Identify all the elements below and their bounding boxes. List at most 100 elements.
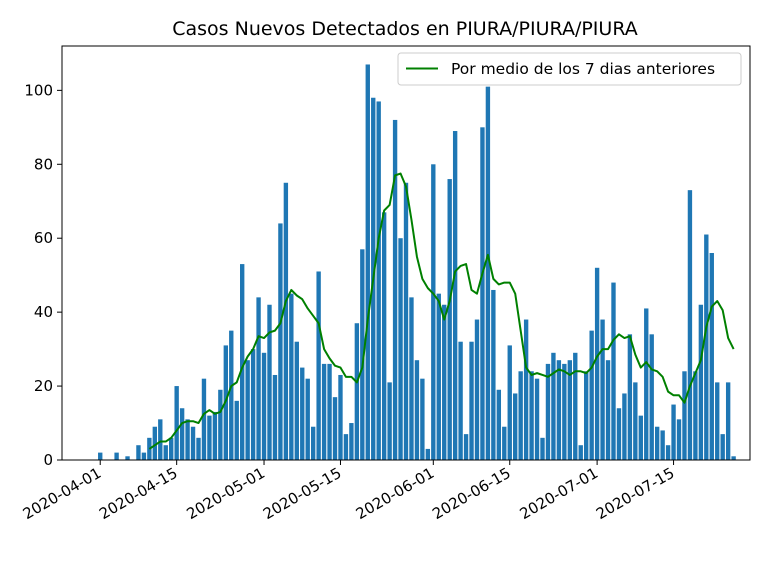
bar-2020-06-03 xyxy=(442,304,447,460)
bar-2020-05-17 xyxy=(349,423,354,460)
bar-2020-07-22 xyxy=(709,253,714,460)
bar-2020-07-02 xyxy=(600,319,605,460)
legend-box xyxy=(397,52,742,86)
chart-title: Casos Nuevos Detectados en PIURA/PIURA/P… xyxy=(172,18,638,40)
bar-2020-04-08 xyxy=(136,445,141,460)
bar-2020-04-18 xyxy=(190,426,196,460)
bar-2020-06-12 xyxy=(491,289,496,460)
bar-2020-05-04 xyxy=(278,223,283,460)
y-tick-label: 100 xyxy=(24,81,53,99)
bar-2020-07-14 xyxy=(665,445,671,460)
bar-2020-06-19 xyxy=(529,371,534,460)
bar-2020-05-16 xyxy=(343,434,349,461)
bar-2020-05-18 xyxy=(354,323,360,460)
bar-2020-04-14 xyxy=(169,437,174,460)
bar-2020-06-08 xyxy=(469,341,474,460)
bar-2020-07-05 xyxy=(616,408,622,460)
bar-2020-07-24 xyxy=(720,434,725,461)
bar-2020-05-06 xyxy=(289,293,294,460)
bar-2020-07-13 xyxy=(660,430,665,460)
bar-2020-06-29 xyxy=(584,371,589,460)
bar-2020-04-21 xyxy=(207,415,212,460)
bar-2020-05-12 xyxy=(321,363,327,460)
bar-2020-06-10 xyxy=(480,127,485,460)
bar-2020-06-17 xyxy=(518,371,523,460)
bar-2020-05-07 xyxy=(294,341,299,460)
bar-2020-06-04 xyxy=(447,179,452,460)
bar-2020-07-25 xyxy=(725,382,731,461)
bar-2020-06-07 xyxy=(463,434,469,461)
bar-2020-05-25 xyxy=(392,119,398,461)
bar-2020-05-23 xyxy=(381,212,387,460)
bar-2020-07-09 xyxy=(638,415,643,460)
bar-2020-05-31 xyxy=(425,448,431,460)
y-tick-label: 40 xyxy=(34,303,53,321)
bar-2020-05-09 xyxy=(305,378,310,460)
bar-2020-06-01 xyxy=(431,164,436,461)
bar-2020-07-03 xyxy=(605,360,611,460)
legend: Por medio de los 7 dias anteriores xyxy=(397,52,742,86)
bar-2020-04-20 xyxy=(201,378,207,460)
bar-2020-07-19 xyxy=(693,371,698,460)
bar-2020-06-06 xyxy=(458,341,463,460)
bar-2020-05-26 xyxy=(398,238,403,460)
bar-2020-05-02 xyxy=(267,304,272,460)
bar-2020-06-23 xyxy=(551,352,556,460)
y-tick-label: 0 xyxy=(43,451,53,469)
bar-2020-06-14 xyxy=(502,426,507,460)
bar-2020-05-13 xyxy=(327,363,332,460)
bar-2020-06-25 xyxy=(562,363,567,460)
bar-2020-06-15 xyxy=(507,345,512,460)
bar-2020-04-22 xyxy=(212,411,218,460)
bar-2020-05-03 xyxy=(272,374,278,460)
bar-2020-06-16 xyxy=(513,393,518,460)
bar-2020-06-26 xyxy=(567,360,572,460)
bar-2020-04-15 xyxy=(174,386,179,460)
bar-2020-04-13 xyxy=(163,445,168,460)
y-tick-label: 20 xyxy=(34,377,53,395)
bar-2020-06-28 xyxy=(578,445,583,460)
bar-2020-04-27 xyxy=(240,264,245,460)
bar-2020-04-12 xyxy=(158,419,163,460)
bar-2020-05-15 xyxy=(338,374,343,460)
y-axis: 0 20 40 60 80 100 xyxy=(24,81,62,469)
bar-2020-06-13 xyxy=(496,389,502,460)
bar-2020-04-17 xyxy=(185,419,190,460)
y-tick-label: 60 xyxy=(34,229,53,247)
bar-2020-07-21 xyxy=(704,234,709,460)
bar-2020-07-15 xyxy=(671,404,676,460)
bar-2020-06-21 xyxy=(540,437,545,460)
y-tick-label: 80 xyxy=(34,155,53,173)
bar-2020-06-27 xyxy=(573,352,578,460)
bar-2020-05-14 xyxy=(332,397,338,460)
bar-2020-07-06 xyxy=(622,393,627,460)
bar-2020-04-09 xyxy=(141,452,147,460)
bar-2020-07-08 xyxy=(633,382,638,461)
moving-average-group xyxy=(148,172,735,450)
bar-2020-04-04 xyxy=(114,452,119,460)
bar-2020-06-22 xyxy=(545,363,551,460)
bar-2020-04-19 xyxy=(196,437,201,460)
bar-2020-05-27 xyxy=(403,182,409,460)
bar-2020-05-20 xyxy=(365,64,370,460)
bar-2020-04-06 xyxy=(125,456,130,460)
bar-2020-04-23 xyxy=(218,389,223,460)
bar-2020-05-10 xyxy=(310,426,316,460)
legend-label: Por medio de los 7 dias anteriores xyxy=(451,60,715,78)
plot-frame xyxy=(61,45,751,461)
bar-2020-06-09 xyxy=(474,319,480,460)
bar-2020-05-29 xyxy=(414,360,420,460)
bar-2020-07-04 xyxy=(611,282,616,460)
bar-2020-06-20 xyxy=(534,378,540,460)
bar-2020-05-19 xyxy=(360,249,365,460)
bar-2020-07-10 xyxy=(644,308,649,460)
bar-2020-07-17 xyxy=(682,371,687,460)
bar-2020-04-11 xyxy=(152,426,158,460)
bar-2020-05-30 xyxy=(420,378,425,460)
bar-2020-07-11 xyxy=(649,334,654,460)
bar-2020-06-18 xyxy=(523,319,529,460)
bar-2020-04-26 xyxy=(234,400,239,460)
bars-group xyxy=(98,64,736,461)
bar-2020-06-02 xyxy=(436,293,441,460)
